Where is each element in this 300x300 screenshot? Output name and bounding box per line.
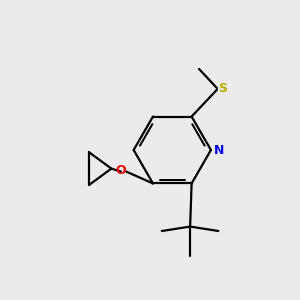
Text: S: S bbox=[218, 82, 227, 95]
Text: N: N bbox=[214, 143, 224, 157]
Text: O: O bbox=[116, 164, 126, 178]
